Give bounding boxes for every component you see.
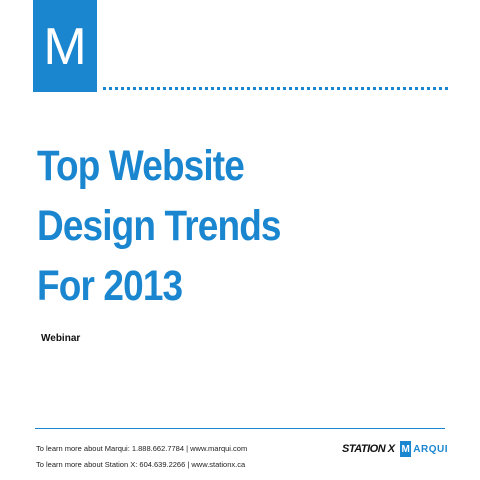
marqui-logo: M ARQUI (400, 441, 448, 457)
stationx-logo: STATION X (342, 443, 395, 455)
logo-letter: M (43, 18, 87, 76)
contact-marqui: To learn more about Marqui: 1.888.662.77… (36, 444, 248, 453)
footer-divider (35, 428, 445, 429)
page-title: Top Website Design Trends For 2013 (37, 136, 398, 316)
marqui-logo-text: ARQUI (413, 443, 448, 455)
contact-stationx: To learn more about Station X: 604.639.2… (36, 460, 246, 469)
title-line-1: Top Website (37, 142, 245, 190)
title-line-3: For 2013 (37, 262, 183, 310)
title-line-2: Design Trends (37, 202, 281, 250)
marqui-logo-initial: M (400, 441, 412, 457)
marqui-logo-square: M (33, 0, 97, 92)
dotted-divider (103, 87, 448, 90)
subtitle-webinar: Webinar (41, 333, 81, 344)
